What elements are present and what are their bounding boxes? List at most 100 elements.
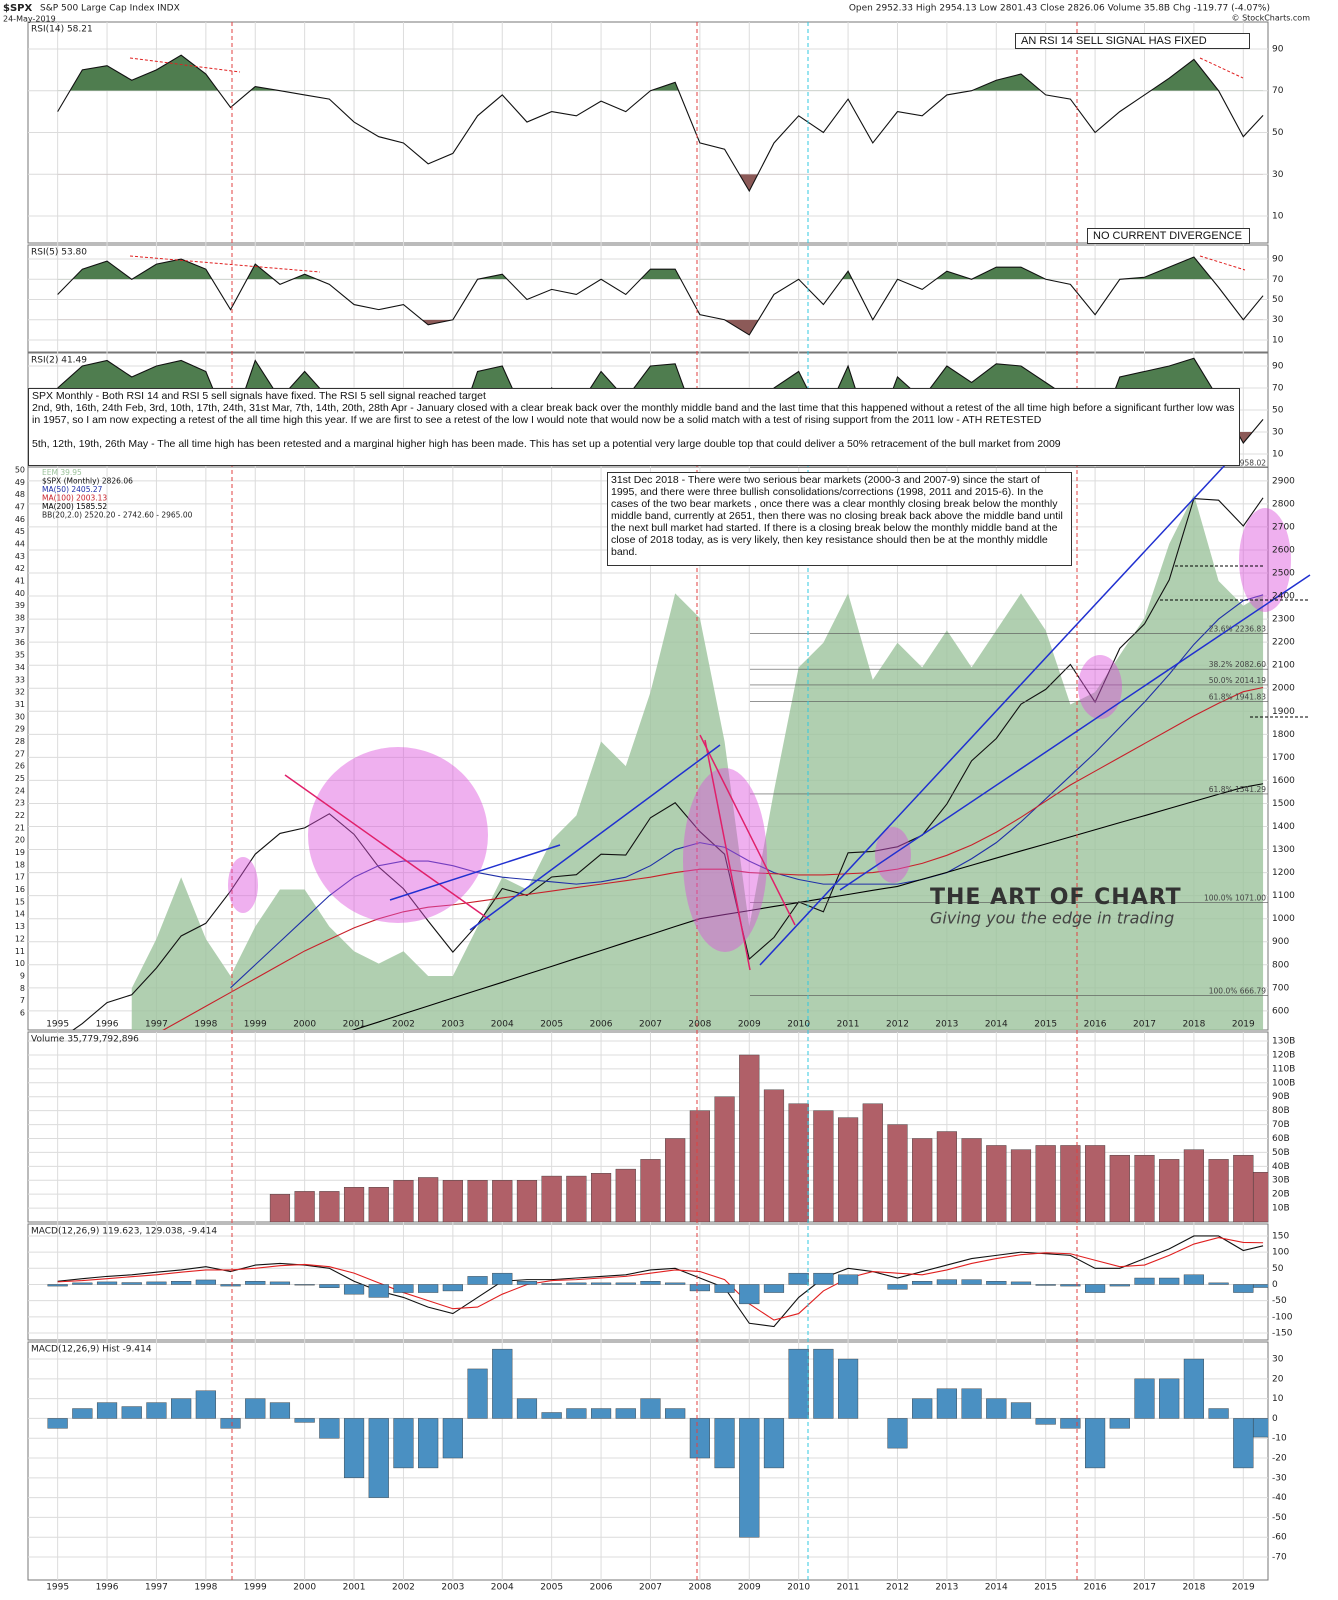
y2-tick-label: 46 [15, 515, 25, 524]
legend-entry: $SPX (Monthly) 2826.06 [42, 477, 133, 486]
panel-data [57, 256, 1264, 336]
x-tick-label: 2000 [293, 1583, 316, 1593]
bar [220, 1284, 241, 1287]
y2-tick-label: 29 [15, 725, 25, 734]
x-tick-label: 2013 [935, 1020, 958, 1030]
bar [590, 1282, 612, 1285]
bar [714, 1284, 735, 1293]
bar [640, 1159, 661, 1222]
labels: $SPX S&P 500 Large Cap Index INDX 24-May… [3, 3, 1310, 1593]
trend-line [284, 774, 491, 921]
trend-line [704, 739, 751, 971]
note-paragraph: 5th, 12th, 19th, 26th May - The all time… [32, 438, 1061, 450]
y-tick-label: 10B [1272, 1204, 1290, 1214]
bar [418, 1177, 439, 1222]
bar [1085, 1418, 1106, 1469]
bar [615, 1282, 636, 1285]
x-tick-label: 2015 [1034, 1583, 1057, 1593]
y2-tick-label: 48 [15, 490, 25, 499]
trend-line [759, 464, 1226, 966]
bar [936, 1279, 957, 1285]
y2-tick-label: 38 [15, 614, 25, 623]
bar [1252, 1171, 1268, 1222]
x-tick-label: 2013 [935, 1583, 958, 1593]
y-tick-label: 50B [1272, 1148, 1290, 1158]
y-tick-label: 1400 [1272, 822, 1295, 832]
y2-tick-label: 10 [15, 959, 25, 968]
bar [220, 1418, 241, 1429]
instrument-name: S&P 500 Large Cap Index INDX [40, 4, 180, 14]
x-tick-label: 2014 [985, 1583, 1008, 1593]
y-tick-label: 120B [1272, 1050, 1295, 1060]
annotations-drawing [129, 22, 1311, 1580]
bar [171, 1398, 192, 1419]
y-tick-label: 130B [1272, 1037, 1295, 1047]
panel-frame [27, 1223, 1269, 1341]
y-tick-label: 1300 [1272, 845, 1295, 855]
panel-title: MACD(12,26,9) Hist -9.414 [31, 1345, 152, 1355]
y-tick-label: 2100 [1272, 661, 1295, 671]
x-tick-label: 2005 [540, 1020, 563, 1030]
y-tick-label: -30 [1272, 1473, 1287, 1483]
bar [492, 1180, 513, 1222]
bar [368, 1418, 389, 1498]
y-tick-label: 150 [1272, 1231, 1289, 1241]
bar [1252, 1418, 1268, 1438]
bar [986, 1145, 1007, 1222]
bar [640, 1398, 661, 1419]
x-tick-label: 2003 [441, 1583, 464, 1593]
y2-tick-label: 49 [15, 478, 25, 487]
y2-tick-label: 26 [15, 762, 25, 771]
y-tick-label: -10 [1272, 1434, 1287, 1444]
y-tick-label: 2800 [1272, 499, 1295, 509]
bar [714, 1096, 735, 1222]
bar [566, 1282, 587, 1285]
x-tick-label: 1997 [145, 1020, 168, 1030]
bar [516, 1281, 538, 1285]
bar [1208, 1159, 1229, 1222]
fib-label: 61.8% 1941.83 [1209, 693, 1266, 702]
fib-label: 100.0% 666.79 [1209, 986, 1266, 995]
y-tick-label: 20B [1272, 1190, 1290, 1200]
y-tick-label: 1200 [1272, 868, 1295, 878]
x-tick-label: 2015 [1034, 1020, 1057, 1030]
bar [590, 1173, 612, 1222]
x-tick-label: 2002 [392, 1583, 415, 1593]
y-tick-label: -60 [1272, 1533, 1287, 1543]
x-tick-label: 2012 [886, 1020, 909, 1030]
bar [788, 1348, 809, 1419]
y-tick-label: 900 [1272, 937, 1289, 947]
y-tick-label: 10 [1272, 450, 1284, 460]
y-tick-label: 30 [1272, 428, 1284, 438]
bar [1183, 1358, 1204, 1419]
y-tick-label: 10 [1272, 212, 1284, 222]
y2-tick-label: 37 [15, 626, 25, 635]
y-tick-label: 30 [1272, 170, 1284, 180]
panel-title: RSI(14) 58.21 [31, 25, 93, 35]
y-tick-label: 40B [1272, 1162, 1290, 1172]
y-tick-label: 90 [1272, 361, 1284, 371]
bar [1134, 1154, 1155, 1222]
bar [1183, 1274, 1204, 1285]
bar [1035, 1418, 1056, 1425]
fib-label: 38.2% 2082.60 [1209, 660, 1266, 669]
bar [986, 1398, 1007, 1419]
y-tick-label: 30B [1272, 1176, 1290, 1186]
line [230, 594, 1264, 989]
bar [615, 1168, 636, 1222]
y2-tick-label: 21 [15, 823, 25, 832]
credit: © StockCharts.com [1232, 14, 1311, 23]
bar [912, 1398, 933, 1419]
y-tick-label: 90 [1272, 255, 1284, 265]
bar [813, 1110, 834, 1222]
bar [146, 1281, 167, 1285]
x-tick-label: 2008 [688, 1583, 711, 1593]
bar [1060, 1284, 1081, 1287]
bar [788, 1103, 809, 1222]
panel-data [269, 1054, 1268, 1222]
bar [492, 1348, 513, 1419]
bar [1060, 1418, 1081, 1429]
panel-data [47, 1235, 1268, 1328]
y-tick-label: -150 [1272, 1328, 1293, 1338]
x-tick-label: 2003 [441, 1020, 464, 1030]
